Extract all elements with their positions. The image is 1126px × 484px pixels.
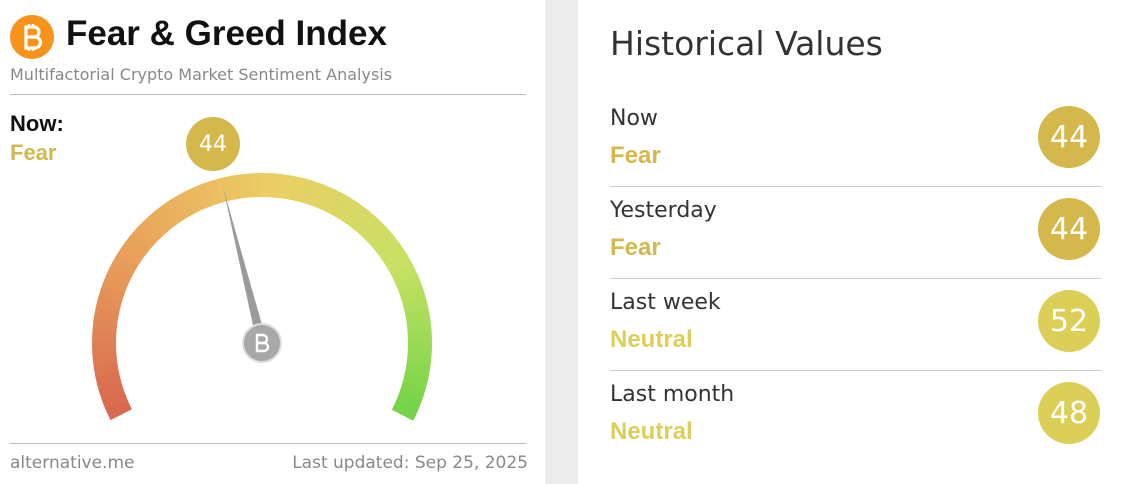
- row-divider: [610, 278, 1101, 279]
- gauge-arc: [310, 182, 331, 210]
- gauge-arc: [130, 226, 156, 251]
- gauge-arc: [92, 329, 117, 343]
- gauge-arc: [105, 399, 132, 421]
- gauge-arc: [345, 203, 370, 230]
- gauge-arc: [111, 253, 138, 276]
- gauge-arc: [155, 203, 179, 230]
- gauge-arc: [97, 381, 125, 399]
- gauge-arc: [93, 361, 119, 377]
- hub-icon: [255, 333, 270, 353]
- gauge-arc: [301, 179, 320, 206]
- gauge-arc: [271, 173, 286, 199]
- gauge-arc: [184, 186, 205, 214]
- gauge-arc: [407, 330, 432, 343]
- gauge-arc: [381, 244, 408, 268]
- gauge-arc: [117, 244, 144, 267]
- now-value: 44: [186, 117, 240, 171]
- needle: [223, 187, 267, 345]
- gauge-arc: [399, 285, 426, 304]
- gauge-arc: [386, 254, 413, 276]
- gauge-arc: [319, 186, 341, 214]
- gauge-arc: [146, 210, 171, 237]
- gauge-arc: [250, 173, 263, 198]
- gauge-arc: [368, 226, 394, 251]
- row-divider: [610, 370, 1101, 371]
- gauge-arc: [205, 179, 224, 206]
- gauge-arc: [238, 173, 253, 199]
- gauge-arc: [216, 176, 233, 203]
- gauge-arc: [173, 191, 196, 219]
- gauge-arc: [227, 174, 243, 201]
- divider: [10, 94, 526, 95]
- gauge-arc: [391, 264, 418, 285]
- gauge-arc: [396, 391, 423, 411]
- row-divider: [610, 186, 1101, 187]
- gauge-arc: [98, 284, 125, 304]
- row-label: Last month: [610, 382, 735, 407]
- gauge-arc: [402, 371, 429, 389]
- gauge-arc: [102, 274, 129, 294]
- gauge-arc: [95, 295, 122, 313]
- gauge-arc: [361, 218, 387, 244]
- row-label: Last week: [610, 290, 721, 315]
- row-value: 44: [1038, 198, 1100, 260]
- gauge-arc: [262, 173, 275, 198]
- gauge-arc: [406, 352, 432, 366]
- row-value: 44: [1038, 106, 1100, 168]
- gauge-arc: [407, 342, 433, 355]
- gauge-arc: [328, 191, 351, 219]
- historical-title: Historical Values: [610, 24, 883, 63]
- row-classification: Fear: [610, 142, 661, 169]
- row-classification: Neutral: [610, 418, 693, 445]
- gauge-arc: [123, 234, 150, 259]
- title: Fear & Greed Index: [66, 14, 387, 53]
- row-value: 48: [1038, 382, 1100, 444]
- divider: [10, 443, 526, 444]
- row-value: 52: [1038, 290, 1100, 352]
- row-classification: Fear: [610, 234, 661, 261]
- gauge-arc: [106, 263, 133, 285]
- gauge-arc: [138, 218, 163, 244]
- gauge-arc: [92, 318, 118, 333]
- source: alternative.me: [10, 453, 135, 473]
- row-classification: Neutral: [610, 326, 693, 353]
- gauge-arc: [391, 400, 419, 421]
- gauge-arc: [353, 210, 379, 237]
- row-label: Now: [610, 106, 658, 131]
- gauge-arc: [92, 341, 117, 354]
- gauge-arc: [395, 274, 423, 295]
- gauge-arc: [374, 235, 401, 259]
- gauge-arc: [291, 176, 309, 203]
- gauge-arc: [402, 296, 429, 314]
- gauge-arc: [101, 390, 128, 410]
- subtitle: Multifactorial Crypto Market Sentiment A…: [10, 65, 393, 84]
- gauge: [92, 173, 433, 421]
- gauge-arc: [194, 182, 214, 210]
- last-updated: Last updated: Sep 25, 2025: [292, 453, 528, 473]
- now-classification: Fear: [10, 140, 57, 165]
- gauge-arc: [95, 371, 122, 388]
- gauge-arc: [406, 319, 432, 333]
- row-label: Yesterday: [610, 198, 717, 223]
- gauge-arc: [164, 197, 187, 224]
- gauge-arc: [92, 351, 118, 366]
- gauge-arc: [337, 197, 361, 224]
- bitcoin-logo: [10, 15, 54, 59]
- now-label: Now:: [10, 111, 64, 136]
- gauge-arc: [399, 381, 426, 400]
- gauge-arc: [404, 307, 431, 323]
- historical-panel: Historical Values Now Fear 44 Yesterday Fear…: [578, 0, 1126, 484]
- gauge-panel: Fear & Greed Index Multifactorial Crypto…: [0, 0, 545, 484]
